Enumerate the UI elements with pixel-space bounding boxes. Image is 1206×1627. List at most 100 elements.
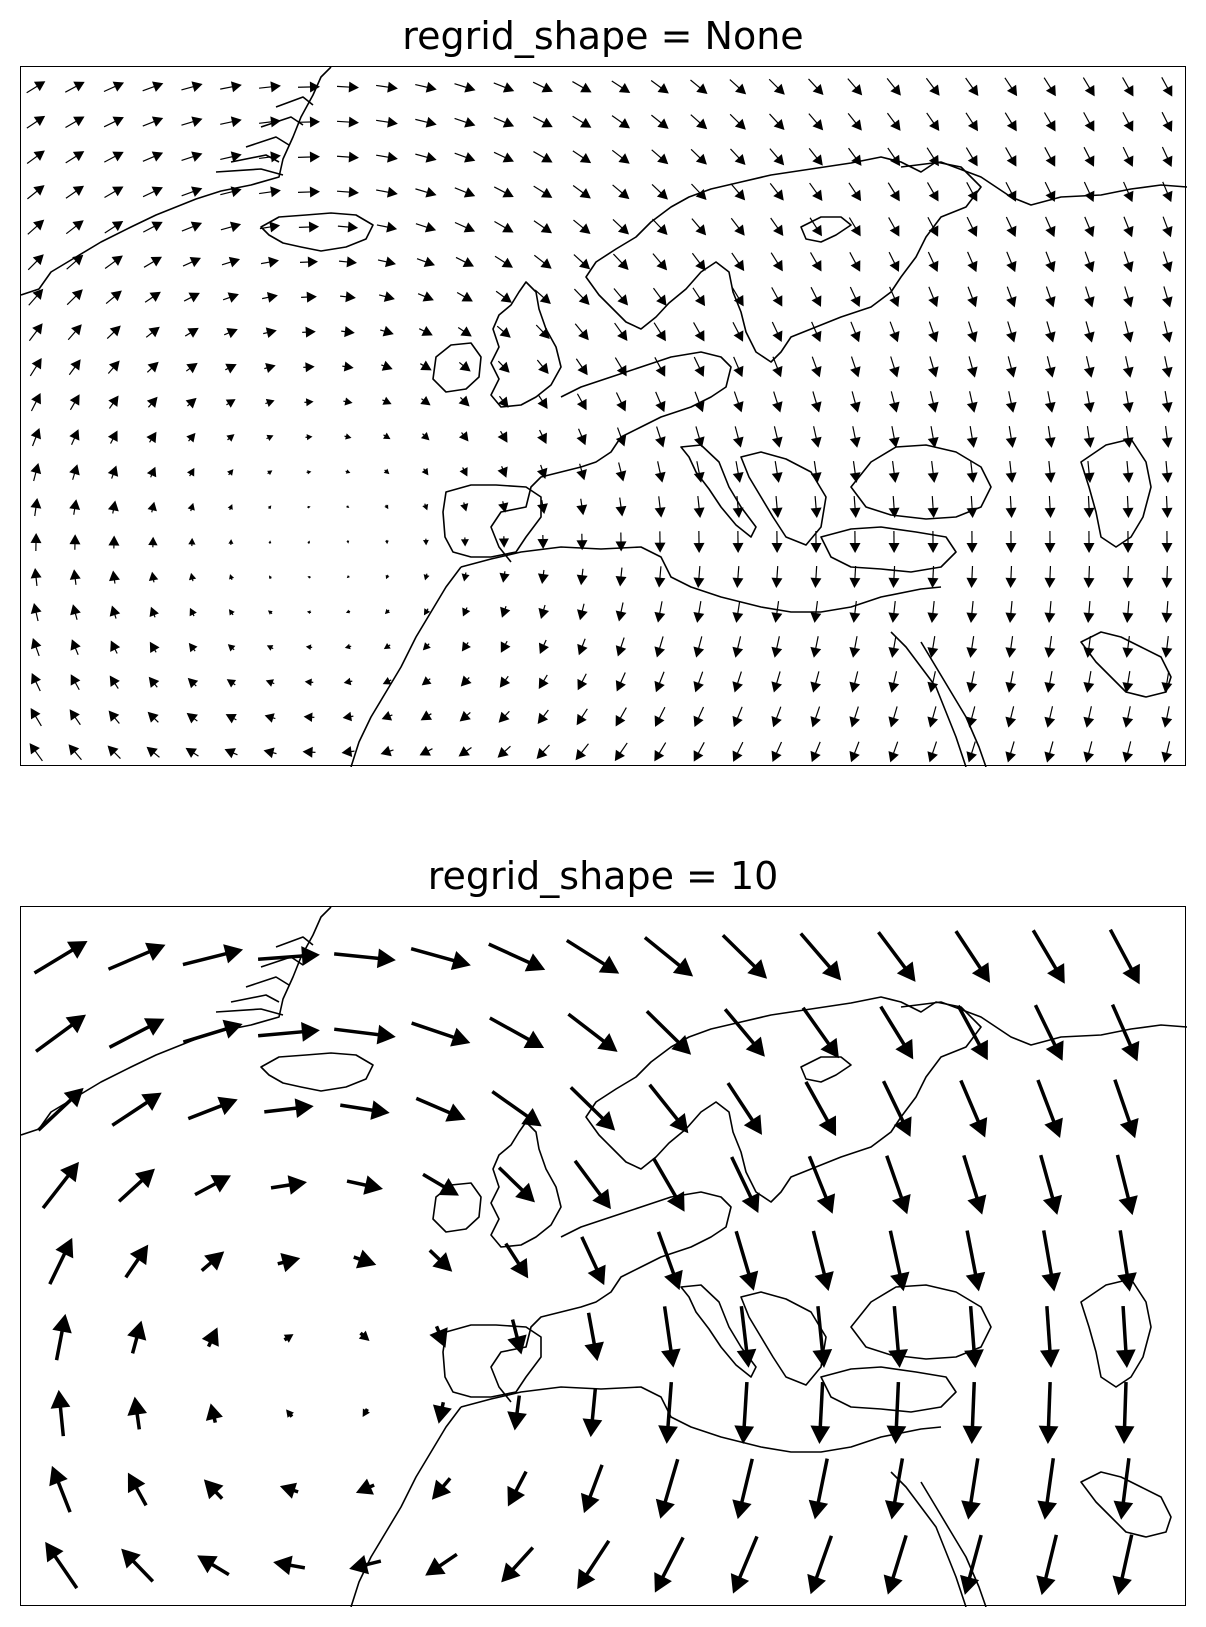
vector-arrow (507, 1319, 527, 1355)
vector-arrow (37, 1087, 84, 1132)
vector-arrow (888, 495, 900, 518)
arrow-head (820, 1037, 839, 1059)
arrow-head (497, 466, 508, 478)
vector-arrow (185, 362, 198, 374)
arrow-shaft (1041, 1230, 1055, 1282)
vector-arrow (849, 601, 861, 623)
arrow-head (615, 470, 627, 482)
vector-arrow (654, 531, 666, 553)
arrow-head (227, 292, 239, 303)
arrow-head (287, 1175, 307, 1195)
vector-arrow (187, 1096, 238, 1121)
arrow-head (143, 1018, 165, 1036)
arrow-head (890, 119, 901, 131)
arrow-head (227, 644, 236, 652)
vector-arrow (458, 746, 472, 757)
vector-arrow (569, 1086, 616, 1131)
arrow-head (460, 326, 472, 337)
arrow-head (1161, 682, 1173, 693)
vector-arrow (960, 1534, 983, 1595)
vector-arrow (849, 461, 861, 483)
arrow-head (771, 507, 783, 518)
arrow-head (1006, 119, 1017, 132)
vector-arrow (847, 78, 863, 96)
vector-arrow (956, 1004, 988, 1061)
arrow-head (420, 710, 433, 721)
vector-arrow (1039, 1154, 1063, 1215)
arrow-head (107, 465, 119, 477)
arrow-head (112, 81, 125, 92)
arrow-head (127, 1320, 147, 1341)
arrow-shaft (881, 1080, 908, 1128)
arrow-head (1083, 472, 1095, 483)
arrow-head (695, 224, 707, 236)
vector-arrow (376, 81, 398, 93)
vector-arrow (888, 741, 899, 763)
arrow-head (540, 187, 553, 198)
vector-arrow (376, 186, 398, 198)
vector-arrow (182, 944, 244, 967)
arrow-head (966, 366, 978, 378)
vector-arrow (810, 706, 821, 728)
arrow-head (1122, 331, 1134, 343)
vector-arrow (1006, 286, 1017, 308)
vector-arrow (1045, 321, 1056, 343)
arrow-head (501, 1562, 521, 1583)
arrow-head (1122, 472, 1134, 483)
vector-arrow (576, 498, 588, 516)
arrow-head (967, 190, 978, 202)
arrow-shaft (581, 1539, 611, 1582)
vector-arrow (693, 322, 705, 342)
vector-arrow (1041, 1230, 1061, 1292)
vector-arrow (573, 1159, 611, 1210)
arrow-head (810, 612, 822, 623)
arrow-head (810, 542, 822, 553)
arrow-head (771, 716, 782, 728)
arrow-head (186, 712, 198, 724)
arrow-head (107, 430, 118, 442)
arrow-head (263, 747, 275, 759)
vector-arrow (220, 116, 242, 128)
vector-arrow (927, 216, 939, 237)
arrow-head (424, 221, 437, 233)
vector-arrow (771, 671, 782, 693)
arrow-head (849, 507, 861, 518)
vector-arrow (420, 710, 433, 721)
arrow-head (734, 153, 746, 166)
vector-arrow (181, 81, 203, 93)
arrow-head (773, 154, 785, 166)
arrow-head (210, 1175, 231, 1193)
vector-arrow (690, 148, 707, 165)
arrow-head (734, 1425, 755, 1444)
arrow-head (151, 221, 163, 232)
vector-arrow (303, 712, 315, 722)
arrow-head (31, 358, 42, 370)
arrow-head (383, 291, 395, 302)
vector-arrow (1161, 530, 1173, 553)
arrow-head (693, 750, 704, 762)
vector-arrow (536, 464, 548, 480)
arrow-head (230, 81, 242, 93)
arrow-head (1162, 225, 1173, 238)
vector-arrow (536, 359, 549, 375)
arrow-head (186, 467, 195, 477)
vector-arrow (615, 637, 627, 657)
vector-arrow (849, 495, 861, 518)
vector-arrow (1110, 1003, 1140, 1062)
vector-arrow (1115, 1305, 1136, 1368)
arrow-head (966, 542, 978, 553)
coastline-path (680, 1284, 757, 1378)
vector-arrow (277, 1252, 301, 1273)
vector-arrow (879, 1005, 914, 1060)
vector-arrow (383, 642, 391, 650)
quiver-arrows (33, 928, 1140, 1596)
vector-arrow (488, 942, 546, 972)
vector-arrow (70, 639, 81, 655)
arrow-head (345, 609, 351, 614)
vector-arrow (886, 1381, 907, 1444)
arrow-head (227, 469, 234, 476)
vector-arrow (1161, 146, 1173, 167)
arrow-head (1121, 1040, 1140, 1062)
vector-arrow (809, 217, 822, 237)
arrow-head (576, 713, 587, 726)
